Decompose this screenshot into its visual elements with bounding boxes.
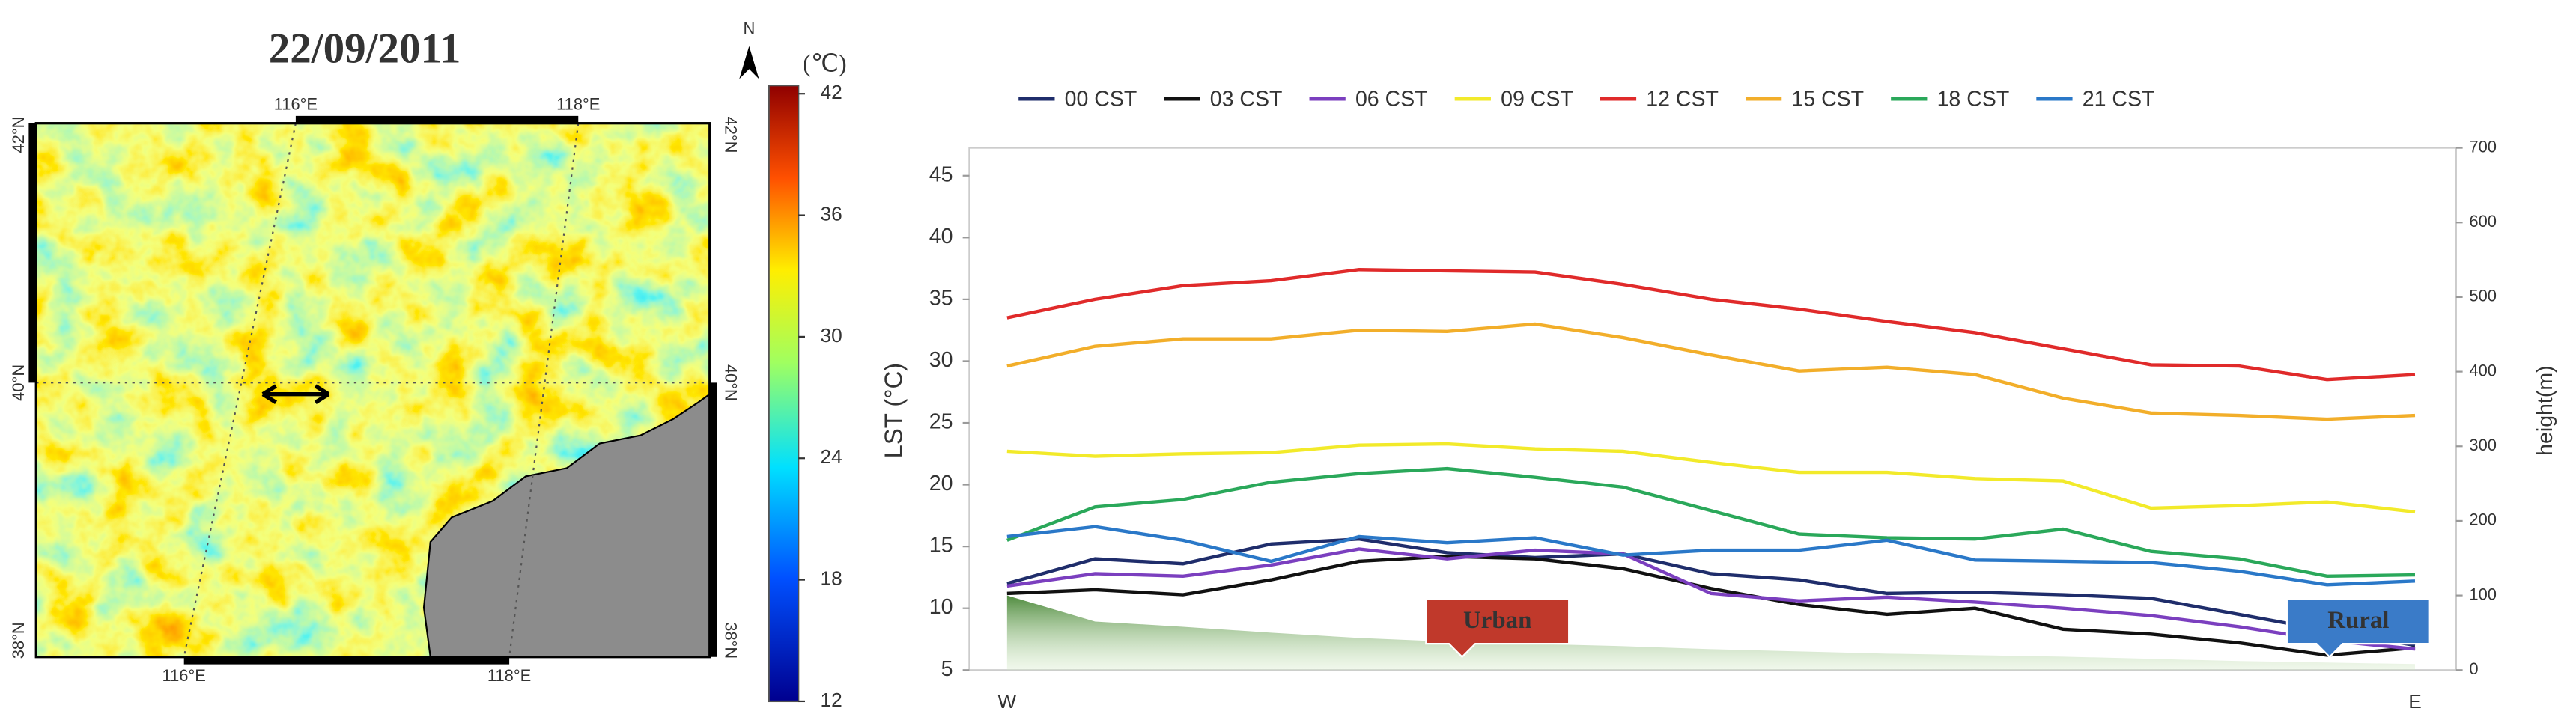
- line-chart: 5 10 15 20 25 30 35 40 45 0 100 200 300 400 500 600 700 L…: [879, 88, 2557, 713]
- y-axis-label: LST (°C): [879, 363, 907, 459]
- north-arrow: [739, 46, 759, 79]
- colorbar-label: (℃): [803, 50, 847, 77]
- legend-label: 09 CST: [1501, 88, 1573, 112]
- lat-label: 38°N: [9, 622, 28, 659]
- legend-label: 12 CST: [1646, 88, 1719, 112]
- legend-label: 06 CST: [1355, 88, 1428, 112]
- colorbar-tick-label: 24: [820, 445, 842, 468]
- colorbar: [768, 85, 800, 703]
- x-tick-label: W: [997, 690, 1016, 713]
- y-tick-label: 5: [941, 657, 953, 681]
- legend-label: 18 CST: [1937, 88, 2010, 112]
- y-tick-label: 30: [929, 348, 953, 372]
- series-line: [1006, 525, 2416, 587]
- colorbar-tick-label: 42: [820, 81, 842, 103]
- graticule: [36, 123, 710, 657]
- y2-tick-label: 500: [2469, 287, 2497, 305]
- annotation: Rural: [2327, 607, 2389, 634]
- series-line: [1006, 466, 2416, 578]
- annotation: Urban: [1463, 607, 1531, 634]
- colorbar-tick-label: 30: [820, 324, 842, 347]
- lon-label: 116°E: [162, 666, 206, 685]
- sea: [422, 393, 710, 657]
- colorbar-tick-label: 36: [820, 203, 842, 225]
- lon-label: 118°E: [487, 666, 531, 685]
- lat-label: 38°N: [721, 622, 740, 659]
- north-label: N: [743, 19, 755, 37]
- legend-label: 03 CST: [1210, 88, 1283, 112]
- y2-tick-label: 100: [2469, 585, 2497, 603]
- y2-tick-label: 400: [2469, 361, 2497, 379]
- y-tick-label: 15: [929, 534, 953, 558]
- lon-label: 118°E: [556, 94, 600, 113]
- map-field: [36, 123, 710, 657]
- series-line: [1006, 322, 2416, 421]
- legend-label: 21 CST: [2083, 88, 2155, 112]
- y2-tick-label: 300: [2469, 436, 2497, 454]
- series-line: [1006, 537, 2416, 647]
- lat-label: 40°N: [721, 364, 740, 401]
- y2-tick-label: 600: [2469, 212, 2497, 231]
- transect-arrow: [261, 384, 330, 404]
- y-tick-label: 10: [929, 595, 953, 619]
- x-tick-label: E: [2408, 690, 2422, 713]
- frame-ticks: [28, 115, 717, 665]
- lat-label: 42°N: [721, 117, 740, 153]
- y-tick-label: 25: [929, 410, 953, 434]
- callout: [2285, 598, 2431, 659]
- y-tick-label: 40: [929, 225, 953, 248]
- y2-axis-label: height(m): [2533, 365, 2557, 455]
- y-tick-label: 45: [929, 162, 953, 186]
- callout: [1425, 598, 1570, 659]
- legend-label: 15 CST: [1791, 88, 1864, 112]
- y-tick-label: 35: [929, 286, 953, 310]
- map-title: 22/09/2011: [269, 25, 461, 72]
- series-line: [1006, 268, 2416, 382]
- height-area: [1006, 595, 2415, 671]
- series-line: [1006, 442, 2416, 514]
- y2-tick-label: 0: [2469, 659, 2478, 678]
- lat-label: 42°N: [9, 117, 28, 153]
- map-panel: 22/09/2011 (℃) N 116°E 116°E 118°E 118°E 42°…: [9, 19, 847, 710]
- y2-tick-label: 700: [2469, 137, 2497, 156]
- colorbar-tick-label: 12: [820, 689, 842, 711]
- y2-tick-label: 200: [2469, 510, 2497, 529]
- legend-label: 00 CST: [1065, 88, 1137, 112]
- y-tick-label: 20: [929, 472, 953, 495]
- lat-label: 40°N: [9, 364, 28, 401]
- colorbar-tick-label: 18: [820, 567, 842, 590]
- lon-label: 116°E: [274, 94, 318, 113]
- series-line: [1006, 547, 2416, 651]
- series-line: [1006, 555, 2416, 657]
